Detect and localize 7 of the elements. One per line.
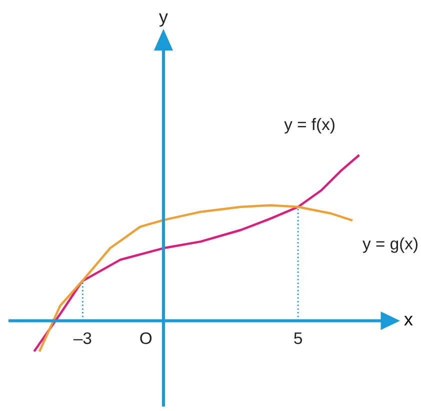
x-tick-label: 5 [294, 332, 302, 344]
annotation: O [140, 332, 152, 344]
x-tick-label: –3 [73, 332, 92, 344]
series-label: y = g(x) [362, 237, 418, 253]
text: y [158, 13, 168, 27]
x-axis-title: x [404, 316, 413, 326]
series-label: y = f(x) [284, 118, 334, 134]
